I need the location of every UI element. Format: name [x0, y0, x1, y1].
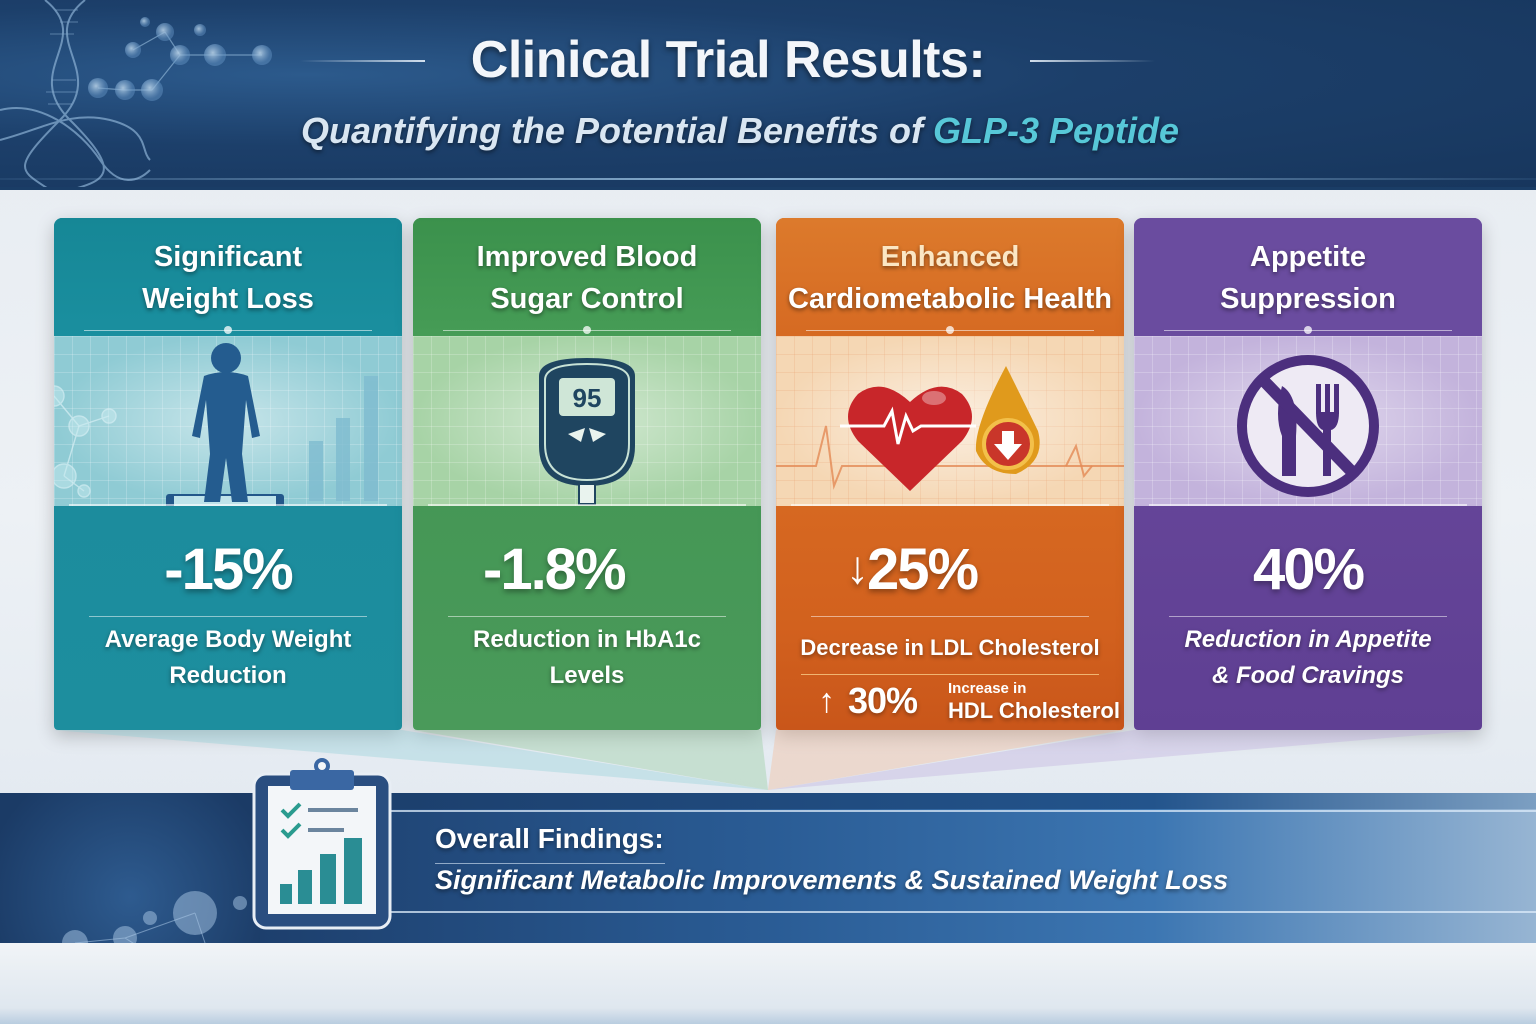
subtitle-accent: GLP-3 Peptide: [932, 110, 1180, 151]
down-arrow-icon: ↓: [846, 541, 869, 593]
divider: [89, 616, 367, 617]
divider-dot: [224, 326, 232, 334]
card-weight-loss: Significant Weight Loss: [54, 218, 402, 730]
findings-title: Overall Findings:: [435, 823, 664, 854]
glucose-meter-icon: [539, 358, 635, 505]
secondary-stat-label-small: Increase in: [948, 680, 1027, 697]
header-banner: Clinical Trial Results: Quantifying the …: [0, 0, 1536, 190]
stat-description: Decrease in LDL Cholesterol: [800, 635, 1100, 660]
card-title: Enhanced Cardiometabolic Health: [788, 241, 1112, 315]
title-rule-right: [1030, 60, 1155, 62]
divider: [811, 616, 1089, 617]
no-food-icon: [1237, 355, 1379, 497]
clipboard-chart-icon: [252, 758, 392, 930]
stat-value: 40%: [1252, 537, 1365, 602]
card-appetite: Appetite Suppression 40% Reduction in Ap…: [1134, 218, 1482, 730]
divider: [435, 863, 665, 864]
stat-value: ↓25%: [846, 537, 979, 602]
stat-description: Reduction in HbA1c Levels: [472, 626, 701, 689]
card-cardiometabolic: Enhanced Cardiometabolic Health ↓25% Dec…: [776, 218, 1124, 730]
card-title: Appetite Suppression: [1220, 241, 1396, 315]
secondary-stat: ↑ 30% Increase in HDL Cholesterol: [776, 674, 1124, 726]
findings-summary: Significant Metabolic Improvements & Sus…: [435, 865, 1229, 895]
icon-area: [54, 336, 402, 510]
card-header: Improved Blood Sugar Control: [413, 218, 761, 336]
divider-dot: [583, 326, 591, 334]
icon-area: [776, 336, 1124, 506]
findings-banner: Overall Findings: Significant Metabolic …: [260, 793, 1536, 943]
stat-value: -15%: [164, 537, 293, 602]
card-blood-sugar: Improved Blood Sugar Control 95 -1.8% Re…: [413, 218, 761, 730]
title-rule-left: [300, 60, 425, 62]
icon-area: [1134, 336, 1482, 506]
up-arrow-icon: ↑: [818, 682, 835, 720]
divider: [1169, 616, 1447, 617]
card-title: Significant Weight Loss: [142, 241, 314, 315]
secondary-stat-value: 30%: [848, 680, 918, 721]
card-header: Appetite Suppression: [1134, 218, 1482, 336]
heart-and-drop-icon: [776, 366, 1124, 491]
page-subtitle: Quantifying the Potential Benefits of GL…: [0, 110, 1480, 152]
divider-dot: [946, 326, 954, 334]
meter-reading: 95: [572, 383, 602, 413]
cards-section: Significant Weight Loss: [0, 190, 1536, 790]
footer-band: [0, 943, 1536, 1024]
divider-dot: [1304, 326, 1312, 334]
person-on-scale-icon: [54, 343, 378, 510]
card-header: Enhanced Cardiometabolic Health: [776, 218, 1124, 336]
stat-value: -1.8%: [483, 537, 627, 602]
card-title: Improved Blood Sugar Control: [476, 241, 698, 315]
secondary-stat-label: HDL Cholesterol: [948, 698, 1120, 723]
stat-description: Average Body Weight Reduction: [104, 626, 352, 689]
page-title: Clinical Trial Results:: [470, 31, 986, 89]
stat-description: Reduction in Appetite & Food Cravings: [1184, 626, 1432, 689]
icon-area: 95: [413, 336, 761, 506]
subtitle-prefix: Quantifying the Potential Benefits of: [300, 110, 933, 151]
dna-helix-icon: [0, 0, 272, 187]
divider: [448, 616, 726, 617]
card-header: Significant Weight Loss: [54, 218, 402, 336]
funnel-connector: [54, 730, 1482, 790]
